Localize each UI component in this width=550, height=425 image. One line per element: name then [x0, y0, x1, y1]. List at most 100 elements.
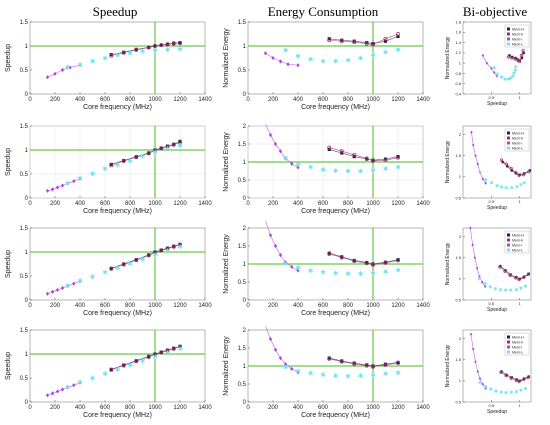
- x-tick-label: 1400: [416, 405, 430, 411]
- panel-speedup-row3: 0 200 400 600 800 1000 1200 1400 0 0.5 1 1.5 Core fr…: [5, 226, 212, 317]
- data-point-mem-L: ✱: [152, 48, 157, 55]
- series-line-mem-h2: [329, 147, 399, 162]
- data-point-mem-l: [55, 185, 60, 190]
- data-point-mem-L: ✱: [494, 389, 498, 395]
- data-point-mem-h: [122, 50, 126, 54]
- y-tick-label: 1.5: [238, 20, 247, 26]
- data-point-mem-h2: [121, 159, 126, 163]
- x-tick-label: 400: [75, 201, 86, 207]
- data-point-mem-l: [283, 362, 288, 367]
- x-tick-label: 0.5: [489, 403, 495, 408]
- data-point-mem-h: [172, 346, 176, 350]
- data-point-mem-L: ✱: [295, 265, 300, 272]
- plot-area: [29, 21, 206, 95]
- data-point-mem-l: [473, 256, 477, 260]
- data-point-mem-L: ✱: [115, 53, 120, 60]
- data-point-mem-L: ✱: [345, 271, 350, 278]
- data-point-mem-h: [147, 354, 151, 358]
- data-point-mem-L: ✱: [515, 184, 519, 190]
- data-point-mem-h2: [146, 151, 151, 156]
- data-point-mem-h: [396, 34, 400, 38]
- x-tick-label: 800: [343, 97, 354, 103]
- y-tick-label: 2: [459, 132, 462, 137]
- data-point-mem-h: [153, 250, 157, 254]
- data-point-mem-l: [296, 165, 300, 170]
- data-point-mem-h2: [146, 354, 151, 359]
- data-point-mem-h2: [165, 348, 170, 353]
- data-point-mem-h2: [396, 258, 400, 263]
- column-title-biobjective: Bi-objective: [462, 4, 528, 19]
- data-point-mem-L: ✱: [509, 288, 513, 294]
- data-point-mem-L: ✱: [165, 350, 170, 357]
- data-point-mem-L: ✱: [483, 281, 487, 287]
- data-point-mem-L: ✱: [503, 77, 507, 83]
- y-tick-label: 0: [243, 196, 247, 202]
- data-point-mem-L: ✱: [320, 372, 325, 379]
- data-point-mem-l: [273, 141, 278, 147]
- data-point-mem-h: [352, 361, 356, 365]
- legend-label-mem-L: Mem-L: [512, 249, 523, 253]
- data-point-mem-h2: [517, 380, 521, 384]
- y-tick-label: 1: [459, 174, 462, 179]
- data-point-mem-h2: [513, 57, 517, 61]
- data-point-mem-h2: [178, 242, 182, 247]
- data-point-mem-h: [365, 363, 369, 367]
- data-point-mem-L: ✱: [345, 57, 350, 64]
- data-point-mem-h2: [327, 251, 332, 256]
- data-point-mem-h: [340, 255, 344, 259]
- data-point-mem-h2: [510, 56, 514, 60]
- y-tick-label: 1.5: [238, 142, 247, 148]
- data-point-mem-l: [78, 380, 82, 385]
- data-point-mem-h2: [519, 53, 523, 57]
- x-tick-label: 1200: [173, 97, 187, 103]
- y-tick-label: 1.5: [455, 153, 461, 158]
- data-point-mem-h: [396, 155, 400, 159]
- x-tick-label: 200: [268, 97, 279, 103]
- legend-swatch-mem-L: [507, 350, 510, 354]
- data-point-mem-L: ✱: [489, 181, 493, 187]
- data-point-mem-h: [153, 148, 157, 152]
- data-point-mem-l: [296, 370, 300, 375]
- data-point-mem-h: [159, 146, 163, 150]
- data-point-mem-L: ✱: [504, 185, 508, 191]
- data-point-mem-h2: [159, 146, 164, 151]
- x-tick-label: 1000: [366, 201, 380, 207]
- data-point-mem-L: ✱: [152, 252, 157, 259]
- x-tick-label: 400: [75, 405, 86, 411]
- data-point-mem-L: ✱: [519, 183, 523, 189]
- x-tick-label: 800: [343, 201, 354, 207]
- data-point-mem-h2: [371, 158, 375, 163]
- data-point-mem-l: [483, 284, 487, 289]
- data-point-mem-h: [365, 260, 369, 265]
- data-point-mem-L: ✱: [503, 288, 507, 294]
- y-tick-label: 1: [25, 148, 29, 154]
- panel-energy-row2: 0 200 400 600 800 1000 1200 1400 0 0.5 1 1.5 2 Core f…: [223, 124, 430, 215]
- data-point-mem-h2: [159, 350, 164, 355]
- data-point-mem-l: [296, 268, 300, 273]
- data-point-mem-h: [371, 262, 375, 266]
- x-axis-label: Speedup: [487, 409, 507, 415]
- data-point-mem-h2: [364, 156, 369, 161]
- data-point-mem-h: [340, 359, 344, 363]
- data-point-mem-l: [72, 179, 76, 184]
- data-point-mem-h2: [153, 148, 157, 153]
- data-point-mem-L: ✱: [500, 75, 504, 81]
- data-point-mem-L: ✱: [509, 390, 513, 396]
- y-tick-label: 0.5: [455, 297, 461, 302]
- data-point-mem-L: ✱: [478, 380, 482, 386]
- legend-swatch-mem-l: [507, 345, 510, 349]
- data-point-mem-h: [109, 367, 113, 371]
- data-point-mem-l: [50, 187, 55, 192]
- data-point-mem-h2: [352, 259, 357, 264]
- data-point-mem-h: [340, 38, 344, 42]
- data-point-mem-h: [147, 253, 151, 257]
- y-axis-label: Normalized Energy: [223, 336, 230, 396]
- column-title-energy: Energy Consumption: [267, 4, 379, 19]
- x-tick-label: 600: [100, 303, 111, 309]
- data-point-mem-l: [55, 287, 60, 292]
- data-point-mem-h2: [134, 155, 139, 160]
- data-point-mem-l: [290, 161, 294, 166]
- y-tick-label: 1.4: [455, 40, 461, 45]
